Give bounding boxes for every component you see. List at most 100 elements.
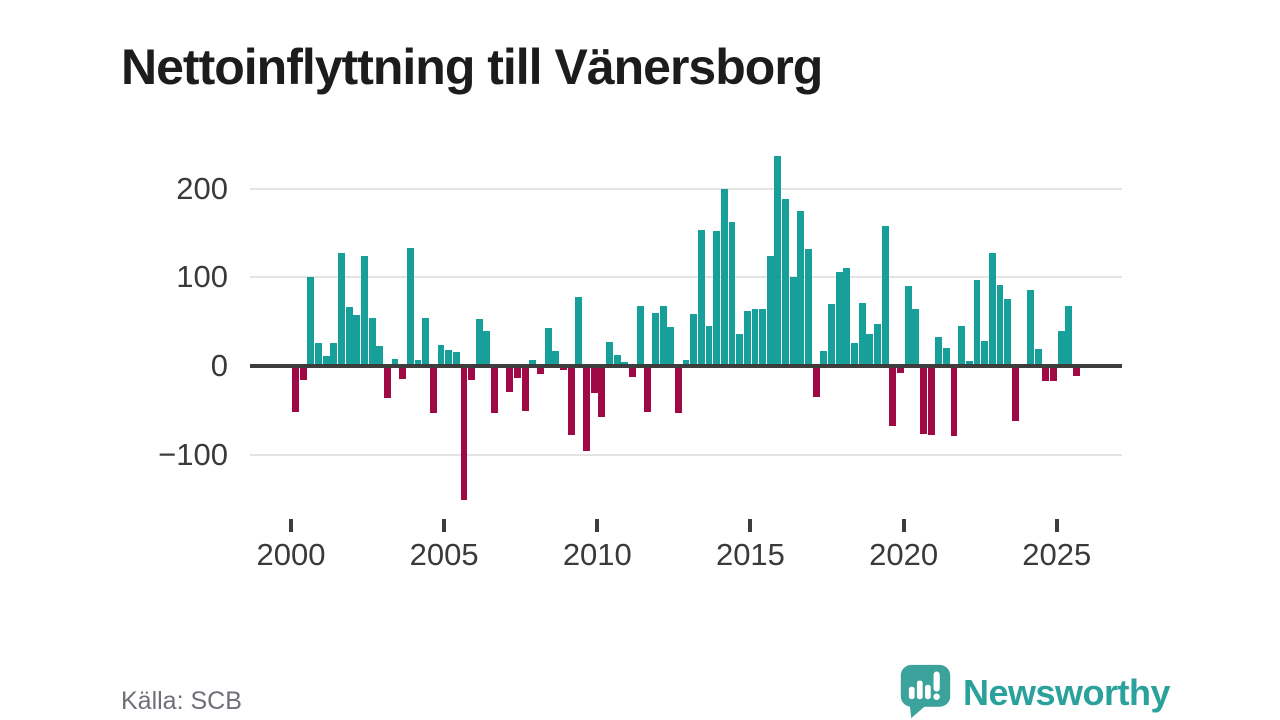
x-tick-label-2000: 2000 — [256, 537, 326, 572]
bar-2001-Q2 — [330, 342, 338, 366]
bar-2011-Q4 — [651, 312, 659, 366]
x-tick-label-2015: 2015 — [715, 537, 785, 572]
bar-2006-Q1 — [475, 318, 483, 366]
bar-2021-Q1 — [935, 336, 943, 366]
bar-2003-Q1 — [383, 366, 391, 398]
bar-2017-Q1 — [812, 366, 820, 398]
bar-2002-Q3 — [368, 318, 376, 366]
bar-2000-Q3 — [307, 277, 315, 366]
bar-2000-Q4 — [315, 342, 322, 366]
bar-2009-Q3 — [583, 366, 590, 452]
bar-2012-Q1 — [659, 305, 667, 366]
bar-2004-Q3 — [429, 366, 437, 413]
bar-2022-Q1 — [965, 360, 973, 366]
newsworthy-speech-bubble-chart-icon — [897, 663, 954, 720]
bar-2002-Q4 — [376, 345, 384, 366]
bar-2005-Q2 — [452, 351, 460, 366]
bar-2014-Q4 — [743, 311, 751, 366]
bar-2004-Q4 — [437, 344, 445, 366]
bar-2025-Q1 — [1057, 331, 1065, 366]
y-tick-label-0: 0 — [210, 348, 228, 383]
bar-2021-Q2 — [942, 348, 950, 366]
bar-2001-Q3 — [337, 253, 345, 366]
bar-2010-Q4 — [621, 361, 629, 366]
bar-2019-Q3 — [889, 366, 897, 427]
x-tick-label-2020: 2020 — [869, 537, 939, 572]
bar-2014-Q1 — [720, 189, 728, 366]
bar-2008-Q1 — [537, 366, 544, 374]
bar-2013-Q2 — [697, 230, 705, 366]
bar-2009-Q1 — [567, 366, 575, 436]
bar-2007-Q4 — [529, 359, 537, 366]
newsworthy-logo: Newsworthy — [897, 663, 1171, 720]
bar-2012-Q4 — [682, 359, 690, 366]
bar-2000-Q1 — [292, 366, 299, 413]
bar-2020-Q1 — [904, 286, 912, 366]
bar-2009-Q2 — [575, 296, 583, 366]
bar-2023-Q1 — [996, 285, 1004, 366]
bar-2024-Q2 — [1034, 349, 1042, 366]
bar-2015-Q3 — [766, 256, 774, 366]
newsworthy-wordmark: Newsworthy — [963, 671, 1171, 713]
bar-2005-Q3 — [460, 366, 468, 500]
bar-2011-Q1 — [628, 366, 636, 377]
bar-2007-Q3 — [521, 366, 529, 412]
bar-2001-Q1 — [322, 356, 330, 366]
bar-2024-Q4 — [1050, 366, 1058, 382]
bar-2023-Q3 — [1011, 366, 1019, 421]
bar-2024-Q1 — [1027, 289, 1035, 366]
bar-2015-Q4 — [774, 155, 782, 366]
bar-2018-Q2 — [851, 342, 858, 366]
bar-2024-Q3 — [1042, 366, 1050, 382]
bar-2008-Q2 — [544, 327, 552, 366]
y-tick-label-100: 100 — [176, 259, 228, 295]
bar-2000-Q2 — [299, 366, 307, 381]
gridline-−100 — [250, 453, 1122, 456]
bar-2008-Q3 — [552, 350, 560, 366]
gridline-200 — [250, 187, 1122, 190]
y-tick-label-200: 200 — [176, 170, 228, 206]
x-tick-mark-2005 — [442, 519, 447, 532]
bar-2011-Q3 — [644, 366, 652, 413]
bar-2014-Q2 — [728, 222, 736, 366]
bar-2003-Q4 — [406, 248, 414, 366]
bar-2011-Q2 — [636, 305, 644, 366]
bar-2003-Q3 — [399, 366, 407, 380]
x-axis-zero-line — [250, 364, 1122, 368]
x-tick-mark-2020 — [901, 519, 906, 532]
bar-2021-Q4 — [958, 326, 966, 366]
bar-2016-Q3 — [797, 210, 805, 366]
bar-2022-Q4 — [988, 253, 996, 366]
bar-2007-Q2 — [514, 366, 521, 378]
bar-2005-Q1 — [445, 350, 453, 366]
bar-2003-Q2 — [391, 358, 399, 366]
bar-2010-Q3 — [613, 355, 621, 366]
source-caption: Källa: SCB — [121, 687, 242, 715]
bar-2004-Q2 — [422, 318, 430, 366]
bar-2006-Q3 — [491, 366, 499, 413]
bar-2013-Q1 — [690, 313, 698, 366]
y-tick-label-−100: −100 — [158, 436, 228, 472]
bar-2007-Q1 — [506, 366, 514, 392]
x-tick-label-2025: 2025 — [1022, 537, 1092, 572]
bar-2012-Q3 — [674, 366, 682, 413]
bar-2019-Q2 — [881, 225, 889, 366]
x-tick-mark-2000 — [289, 519, 293, 532]
bar-2017-Q4 — [835, 271, 843, 366]
bar-2020-Q4 — [927, 366, 935, 436]
bar-2010-Q2 — [606, 342, 613, 366]
bar-2020-Q2 — [912, 309, 920, 366]
bar-2021-Q3 — [950, 366, 958, 437]
bar-2002-Q2 — [360, 256, 368, 366]
bar-2009-Q4 — [590, 366, 598, 394]
x-tick-mark-2025 — [1054, 519, 1059, 532]
x-tick-label-2010: 2010 — [562, 537, 632, 572]
bar-2023-Q2 — [1004, 299, 1012, 366]
bar-2005-Q4 — [468, 366, 476, 381]
bar-2019-Q4 — [896, 366, 904, 374]
bar-2019-Q1 — [874, 324, 881, 366]
bar-2012-Q2 — [667, 326, 675, 366]
bar-2022-Q2 — [973, 279, 981, 366]
bar-2016-Q1 — [782, 199, 790, 366]
bar-2017-Q2 — [820, 350, 828, 366]
